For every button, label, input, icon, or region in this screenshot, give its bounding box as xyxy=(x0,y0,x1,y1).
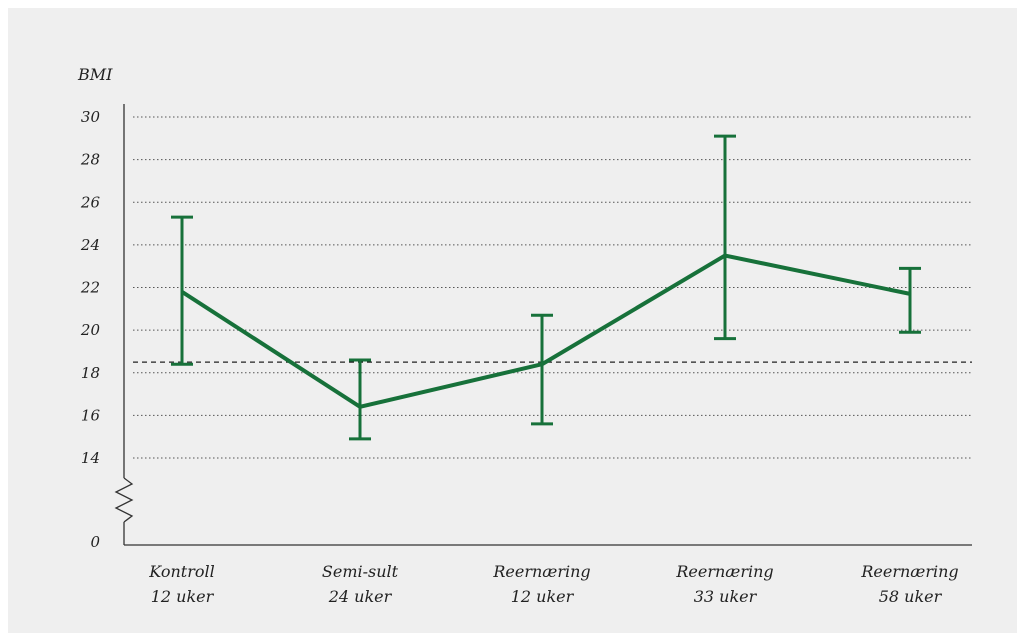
x-tick-sublabel-5: 58 uker xyxy=(879,587,943,606)
data-point-3 xyxy=(540,362,544,366)
chart-panel xyxy=(8,8,1017,633)
x-tick-label-2: Semi-sult xyxy=(322,562,399,581)
data-point-2 xyxy=(358,405,362,409)
x-tick-label-4: Reernæring xyxy=(675,562,773,581)
y-tick-label-14: 14 xyxy=(81,449,100,467)
x-tick-label-5: Reernæring xyxy=(860,562,958,581)
y-tick-label-28: 28 xyxy=(80,151,100,169)
x-tick-sublabel-4: 33 uker xyxy=(694,587,758,606)
data-point-4 xyxy=(723,254,727,258)
y-tick-label-18: 18 xyxy=(81,364,100,382)
y-tick-label-20: 20 xyxy=(80,321,101,339)
x-tick-sublabel-2: 24 uker xyxy=(328,587,393,606)
x-tick-sublabel-3: 12 uker xyxy=(511,587,575,606)
y-axis-break xyxy=(114,477,134,523)
y-tick-label-zero: 0 xyxy=(90,533,100,551)
y-tick-label-30: 30 xyxy=(81,108,101,126)
x-tick-label-1: Kontroll xyxy=(148,562,214,581)
y-axis-title: BMI xyxy=(77,65,113,84)
y-tick-label-22: 22 xyxy=(80,279,100,297)
y-tick-label-26: 26 xyxy=(80,193,101,211)
x-tick-label-3: Reernæring xyxy=(492,562,590,581)
x-tick-sublabel-1: 12 uker xyxy=(151,587,215,606)
y-tick-label-16: 16 xyxy=(81,406,101,424)
data-point-5 xyxy=(908,292,912,296)
y-tick-label-24: 24 xyxy=(80,236,100,254)
data-point-1 xyxy=(180,290,184,294)
series-line xyxy=(180,253,911,409)
